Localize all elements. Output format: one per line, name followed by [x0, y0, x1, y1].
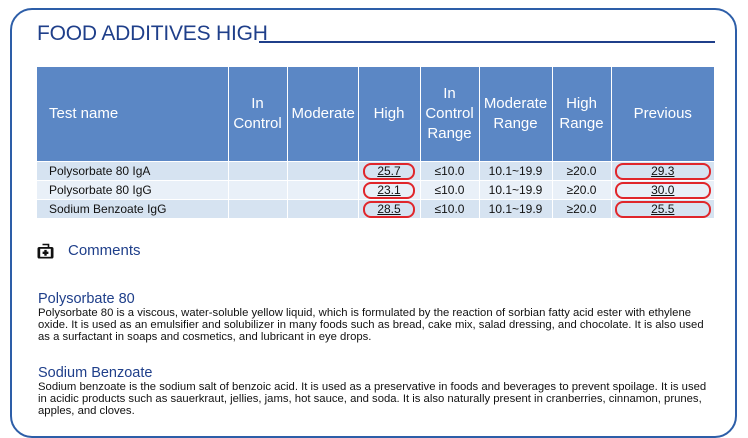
in-control-cell: [228, 180, 288, 200]
comment-polysorbate-80: Polysorbate 80 Polysorbate 80 is a visco…: [38, 292, 710, 344]
comment-heading: Sodium Benzoate: [38, 365, 153, 381]
previous-cell: 29.3: [611, 161, 714, 181]
header-previous: Previous: [611, 67, 714, 162]
moderate-cell: [287, 199, 359, 218]
table-row: Polysorbate 80 IgA 25.7 ≤10.0 10.1~19.9 …: [37, 161, 714, 181]
high-cell: 25.7: [358, 161, 421, 181]
header-moderate-range: Moderate Range: [479, 67, 553, 162]
comment-body: Polysorbate 80 is a viscous, water-solub…: [38, 307, 704, 344]
moderate-range-cell: 10.1~19.9: [479, 199, 553, 218]
comments-label: Comments: [68, 242, 141, 259]
test-name-cell: Polysorbate 80 IgA: [37, 161, 229, 181]
header-high-range: High Range: [552, 67, 612, 162]
title-underline: [259, 41, 715, 43]
in-control-range-cell: ≤10.0: [420, 161, 480, 181]
results-table: Test name In Control Moderate High In Co…: [37, 67, 714, 218]
moderate-cell: [287, 161, 359, 181]
table-row: Sodium Benzoate IgG 28.5 ≤10.0 10.1~19.9…: [37, 199, 714, 218]
test-name-cell: Sodium Benzoate IgG: [37, 199, 229, 218]
high-range-cell: ≥20.0: [552, 161, 612, 181]
previous-value-flag: 30.0: [614, 182, 711, 199]
high-value-flag: 25.7: [363, 163, 415, 180]
high-range-cell: ≥20.0: [552, 180, 612, 200]
table-row: Polysorbate 80 IgG 23.1 ≤10.0 10.1~19.9 …: [37, 180, 714, 200]
table-header-row: Test name In Control Moderate High In Co…: [37, 67, 714, 162]
previous-value-flag: 25.5: [614, 201, 711, 218]
high-range-cell: ≥20.0: [552, 199, 612, 218]
header-test-name: Test name: [37, 67, 229, 162]
header-moderate: Moderate: [287, 67, 359, 162]
header-in-control-range: In Control Range: [420, 67, 480, 162]
comment-body: Sodium benzoate is the sodium salt of be…: [38, 381, 707, 418]
page-title: FOOD ADDITIVES HIGH: [37, 22, 268, 45]
title-row: FOOD ADDITIVES HIGH: [37, 22, 715, 48]
in-control-cell: [228, 199, 288, 218]
moderate-cell: [287, 180, 359, 200]
previous-cell: 25.5: [611, 199, 714, 218]
in-control-range-cell: ≤10.0: [420, 199, 480, 218]
high-value-flag: 23.1: [363, 182, 415, 199]
moderate-range-cell: 10.1~19.9: [479, 161, 553, 181]
comment-sodium-benzoate: Sodium Benzoate Sodium benzoate is the s…: [38, 366, 710, 418]
test-name-cell: Polysorbate 80 IgG: [37, 180, 229, 200]
header-high: High: [358, 67, 421, 162]
previous-value-flag: 29.3: [614, 163, 711, 180]
in-control-range-cell: ≤10.0: [420, 180, 480, 200]
high-cell: 28.5: [358, 199, 421, 218]
previous-cell: 30.0: [611, 180, 714, 200]
high-value-flag: 28.5: [363, 201, 415, 218]
comment-heading: Polysorbate 80: [38, 291, 135, 307]
medical-kit-icon: [37, 243, 54, 259]
header-in-control: In Control: [228, 67, 288, 162]
moderate-range-cell: 10.1~19.9: [479, 180, 553, 200]
in-control-cell: [228, 161, 288, 181]
high-cell: 23.1: [358, 180, 421, 200]
